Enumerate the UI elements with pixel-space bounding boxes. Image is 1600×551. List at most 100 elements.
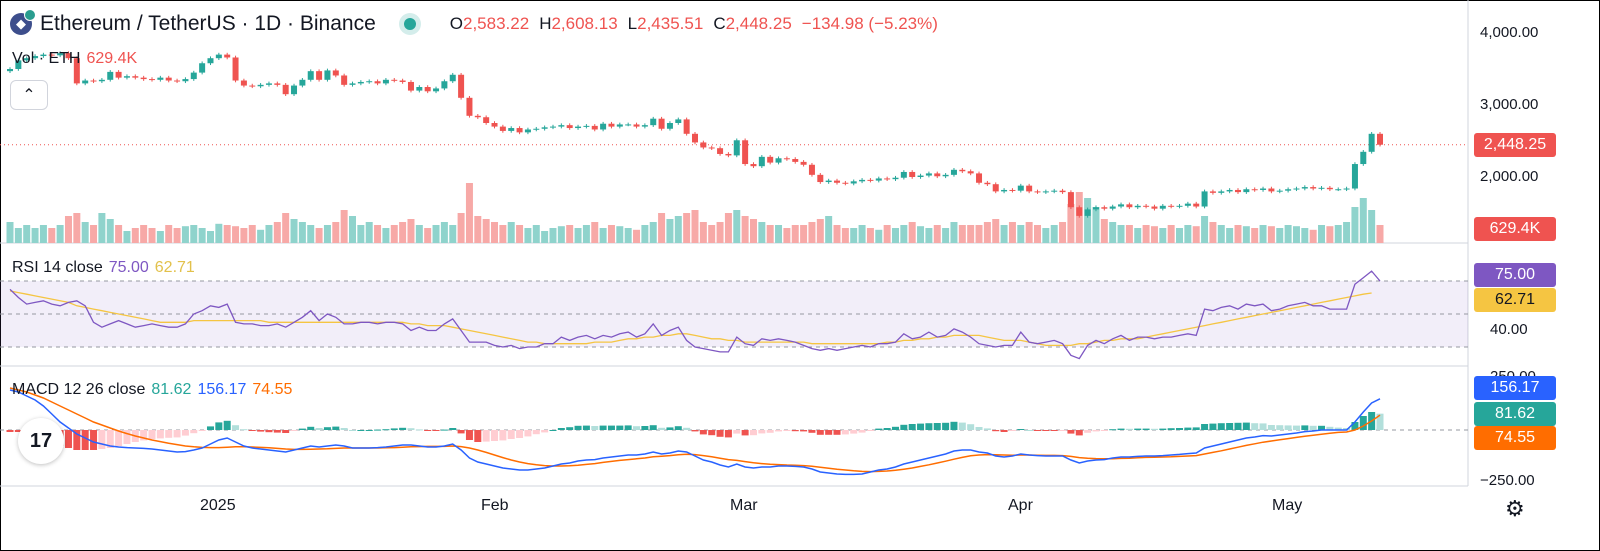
candle-body [900,171,907,178]
volume-bar [1259,225,1267,243]
volume-bar [741,216,749,243]
volume-bar [699,222,707,243]
candle-body [650,118,657,126]
volume-legend[interactable]: Vol · ETH 629.4K [12,50,137,68]
macd-label: MACD 12 26 close [12,381,146,398]
volume-bar [390,225,398,243]
macd-hist-bar [992,430,1000,432]
volume-bar [1008,222,1016,243]
volume-bar [1117,225,1125,243]
volume-bar [1125,225,1133,243]
volume-bar [591,222,599,243]
macd-hist-bar [582,425,590,430]
volume-bar [833,225,841,243]
macd-hist-bar [240,429,248,431]
volume-bar [925,228,933,243]
volume-bar [449,225,457,243]
candle-body [616,124,623,127]
market-status-icon[interactable] [403,18,416,30]
candle-body [600,123,607,130]
volume-bar [1318,225,1326,243]
macd-legend[interactable]: MACD 12 26 close 81.62 156.17 74.55 [12,381,292,399]
volume-bar [56,225,64,243]
volume-bar [582,225,590,243]
candle-body [633,124,640,127]
volume-bar [374,225,382,243]
volume-bar [766,225,774,243]
candle-body [132,76,139,78]
volume-bar [549,228,557,243]
candle-body [1335,189,1342,191]
macd-hist-bar [683,427,691,430]
macd-hist-bar [298,428,306,430]
candle-body [1059,190,1066,193]
symbol-title[interactable]: Ethereum / TetherUS · 1D · Binance [40,12,376,35]
macd-hist-bar [1109,429,1117,431]
candle-body [675,119,682,123]
candle-body [1134,205,1141,208]
macd-hist-bar [1125,428,1133,430]
macd-hist-bar [323,427,331,430]
candle-body [1017,185,1024,191]
macd-hist-bar [407,428,415,430]
volume-bar [206,231,214,243]
candle-body [449,74,456,82]
collapse-legend-button[interactable]: ⌃ [10,80,48,110]
volume-bar [282,213,290,243]
macd-hist-bar [1150,428,1158,430]
volume-bar [1192,226,1200,243]
macd-hist-bar [332,426,340,430]
macd-hist-bar [724,430,732,438]
macd-hist-bar [507,430,515,439]
macd-hist-bar [1075,430,1083,436]
candle-body [1034,191,1041,193]
macd-hist-bar [499,430,507,441]
macd-hist-bar [482,430,490,442]
volume-bar [816,219,824,243]
macd-hist-bar [73,430,81,450]
macd-hist-bar [749,430,757,436]
volume-bar [1217,225,1225,243]
volume-bar [1267,226,1275,243]
macd-hist-bar [390,428,398,430]
macd-hist-bar [942,422,950,430]
candle-body [1009,189,1016,191]
candle-body [625,124,632,126]
candle-body [207,58,214,64]
macd-hist-bar [674,426,682,430]
candle-body [1076,207,1083,216]
candle-body [583,125,590,127]
rsi-legend[interactable]: RSI 14 close 75.00 62.71 [12,259,195,277]
macd-hist-bar [1025,430,1033,431]
volume-bar [1159,228,1167,243]
candle-body [508,128,515,131]
volume-bar [674,216,682,243]
candle-body [7,69,13,72]
candle-body [875,178,882,181]
volume-bar [64,216,72,243]
volume-bar [633,229,641,243]
candle-body [1218,191,1225,193]
x-tick-feb: Feb [481,497,509,514]
macd-hist-bar [349,430,356,431]
volume-bar [783,228,791,243]
candle-body [165,77,172,81]
macd-hist-bar [1059,430,1067,431]
macd-hist-bar [733,430,741,434]
candle-body [1360,151,1367,165]
candle-body [1243,189,1250,193]
ethereum-logo-icon: ◆ [10,9,36,35]
volume-bar [90,225,98,243]
macd-hist-bar [1251,423,1259,430]
candle-body [792,159,799,162]
candle-body [291,85,298,95]
macd-hist-bar [699,430,707,435]
candle-body [65,53,72,59]
candle-body [107,71,114,80]
volume-bar [106,219,114,243]
volume-bar [1034,225,1041,243]
volume-bar [432,225,440,243]
tradingview-logo-icon[interactable]: 17 [18,418,64,464]
gear-icon[interactable]: ⚙ [1505,496,1525,521]
